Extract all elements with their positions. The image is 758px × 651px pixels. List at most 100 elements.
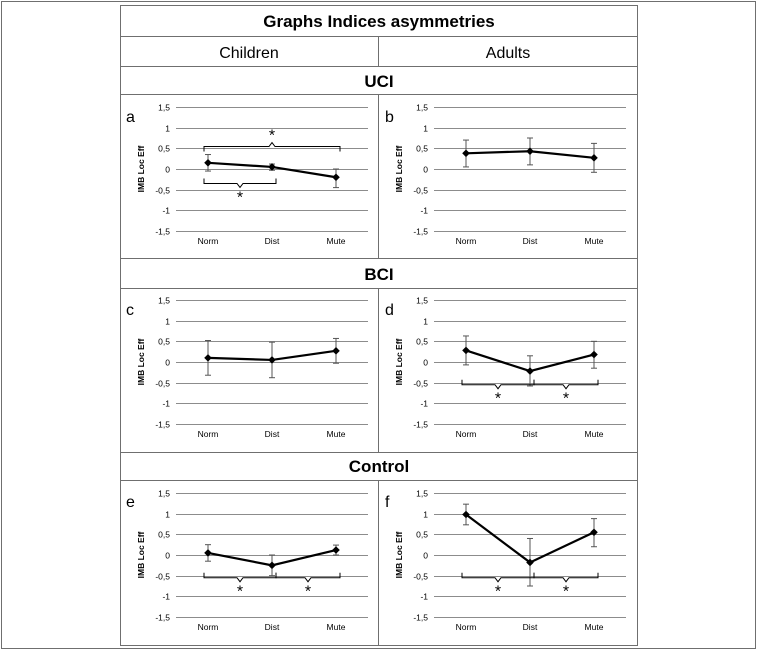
significance-bracket: * [533,572,599,601]
chart-panel-b: b 1,5 1 0,5 0 -0,5 -1 -1,5 IMB Loc Eff Norm Dist Mu… [385,103,626,246]
data-point [268,163,276,171]
column-header-children: Children [219,45,279,62]
data-point [462,149,470,158]
x-tick-label: Dist [523,429,538,439]
y-tick-label: 1,5 [158,296,170,306]
y-tick-label: -1,5 [413,227,428,237]
table-grid [120,5,638,646]
data-point [526,367,534,375]
y-tick-label: 1 [165,510,170,520]
panel-letter: a [126,109,135,126]
x-tick-label: Dist [265,622,280,632]
bracket-path [203,178,277,189]
x-tick-label: Norm [456,236,477,246]
y-axis-label: IMB Loc Eff [394,338,404,385]
y-tick-label: 1 [165,124,170,134]
y-tick-label: -0,5 [413,379,428,389]
x-tick-label: Mute [585,622,604,632]
chart-panel-a: a 1,5 1 0,5 0 -0,5 -1 -1,5 IMB Loc Eff Norm Dist Mu… [126,103,368,246]
data-point [268,561,276,570]
chart-panel-f: f 1,5 1 0,5 0 -0,5 -1 -1,5 IMB Loc Eff Norm Dist Mu… [385,489,626,632]
x-tick-label: Norm [198,622,219,632]
y-axis-label: IMB Loc Eff [136,531,146,578]
section-header-bci: BCI [364,265,393,284]
significance-bracket: * [203,178,277,206]
y-tick-label: -1,5 [155,420,170,430]
x-tick-label: Mute [327,429,346,439]
bracket-path [203,141,341,152]
y-tick-label: -1,5 [413,613,428,623]
x-tick-label: Mute [585,236,604,246]
section-header-uci: UCI [364,72,393,91]
panel-letter: d [385,302,394,319]
y-tick-label: 1,5 [158,489,170,499]
x-tick-label: Mute [327,236,346,246]
x-tick-label: Norm [456,429,477,439]
y-tick-label: -1 [162,206,170,216]
y-tick-label: 0 [423,165,428,175]
y-tick-label: 0 [165,551,170,561]
y-tick-label: 1,5 [158,103,170,113]
x-tick-label: Mute [327,622,346,632]
y-tick-label: 0,5 [158,530,170,540]
y-tick-label: 0,5 [416,530,428,540]
panel-letter: b [385,109,394,126]
column-header-adults: Adults [486,45,530,62]
data-point [204,549,212,557]
significance-label: * [237,584,243,601]
panel-letter: c [126,302,134,319]
significance-bracket: * [203,128,341,152]
chart-panel-e: e 1,5 1 0,5 0 -0,5 -1 -1,5 IMB Loc Eff Norm Dist Mu… [126,489,368,632]
bracket-path [203,572,277,583]
chart-panel-d: d 1,5 1 0,5 0 -0,5 -1 -1,5 IMB Loc Eff Norm Dist Mu… [385,296,626,439]
data-point [268,356,276,364]
bracket-path [533,572,599,583]
x-tick-label: Dist [265,236,280,246]
y-tick-label: 1,5 [416,296,428,306]
x-tick-label: Norm [456,622,477,632]
data-point [526,558,534,567]
significance-label: * [563,391,569,408]
data-point [590,350,598,359]
y-tick-label: -0,5 [155,186,170,196]
data-point [590,528,598,537]
y-tick-label: 1,5 [416,489,428,499]
y-tick-label: -1,5 [155,227,170,237]
y-tick-label: 0,5 [416,144,428,154]
y-tick-label: 0 [165,165,170,175]
y-tick-label: -0,5 [155,572,170,582]
y-tick-label: -0,5 [155,379,170,389]
significance-bracket: * [533,379,599,408]
y-axis-label: IMB Loc Eff [394,145,404,192]
y-tick-label: 1 [423,317,428,327]
panel-letter: e [126,494,135,511]
data-point [590,154,598,162]
significance-label: * [305,584,311,601]
y-tick-label: 1 [165,317,170,327]
x-tick-label: Mute [585,429,604,439]
y-tick-label: 1 [423,510,428,520]
x-tick-label: Norm [198,236,219,246]
data-point [332,347,340,355]
bracket-path [275,572,341,583]
x-tick-label: Dist [265,429,280,439]
significance-label: * [563,584,569,601]
significance-label: * [495,584,501,601]
significance-label: * [269,128,275,145]
y-tick-label: -1 [420,592,428,602]
figure-title: Graphs Indices asymmetries [263,12,495,31]
x-tick-label: Dist [523,622,538,632]
y-tick-label: 0 [423,358,428,368]
y-tick-label: -1 [420,206,428,216]
y-axis-label: IMB Loc Eff [136,338,146,385]
data-point [462,346,470,355]
data-point [526,147,534,156]
significance-label: * [237,189,243,206]
y-tick-label: 0 [423,551,428,561]
y-tick-label: -1,5 [155,613,170,623]
y-tick-label: -0,5 [413,186,428,196]
section-header-control: Control [349,457,409,476]
y-tick-label: -1 [162,399,170,409]
